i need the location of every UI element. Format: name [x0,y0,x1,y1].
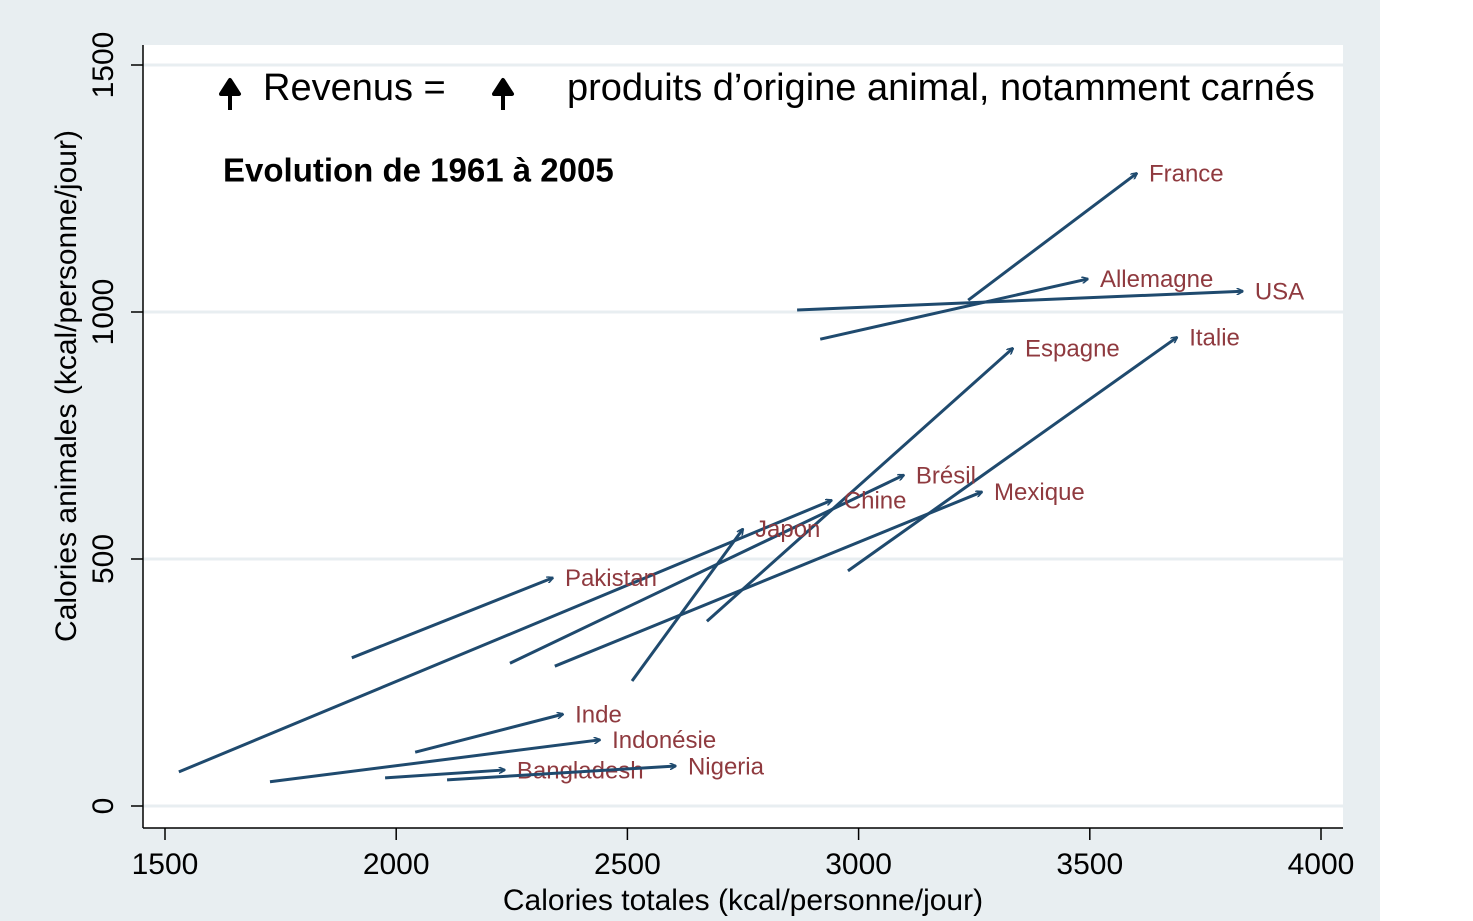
arrow [847,337,1177,573]
arrow [351,578,553,660]
x-tick-label: 4000 [1288,848,1355,881]
subtitle: Evolution de 1961 à 2005 [223,152,614,189]
arrow [705,348,1013,623]
up-arrow-icon [492,78,514,110]
grid [143,63,1343,808]
arrow [385,770,505,780]
arrow [797,291,1243,312]
y-tick-label: 1000 [87,279,120,346]
plot-area [143,45,1343,828]
x-tick-label: 2000 [363,848,430,881]
y-tick-label: 0 [87,798,120,815]
x-axis-title: Calories totales (kcal/personne/jour) [503,884,983,917]
country-label: France [1149,161,1224,188]
x-tick-label: 3500 [1056,848,1123,881]
x-tick-label: 1500 [132,848,199,881]
arrow [446,766,676,782]
arrow [819,279,1088,341]
country-label: Allemagne [1100,266,1213,293]
annotation: Revenus = [263,67,446,109]
y-tick-label: 500 [87,534,120,584]
country-label: Brésil [916,462,976,489]
arrow [178,500,832,774]
country-label: Indonésie [612,727,716,754]
country-label: Nigeria [688,753,765,780]
country-label: Italie [1189,325,1240,352]
country-label: Chine [844,488,907,515]
country-label: Inde [575,701,622,728]
x-tick-label: 3000 [825,848,892,881]
arrow [509,473,904,665]
x-tick-label: 2500 [594,848,661,881]
country-label: Mexique [994,479,1085,506]
country-label: Espagne [1025,335,1120,362]
arrow [414,714,563,754]
country-label: Japon [755,516,820,543]
country-label: USA [1255,279,1304,306]
arrow [630,529,743,682]
y-axis-title: Calories animales (kcal/personne/jour) [50,130,83,642]
y-tick-label: 1500 [87,32,120,99]
country-label: Pakistan [565,565,657,592]
annotation: produits d’origine animal, notamment car… [567,67,1315,109]
up-arrow-icon [219,78,241,110]
arrow [554,492,982,668]
arrow [269,740,600,784]
arrow [967,173,1137,302]
